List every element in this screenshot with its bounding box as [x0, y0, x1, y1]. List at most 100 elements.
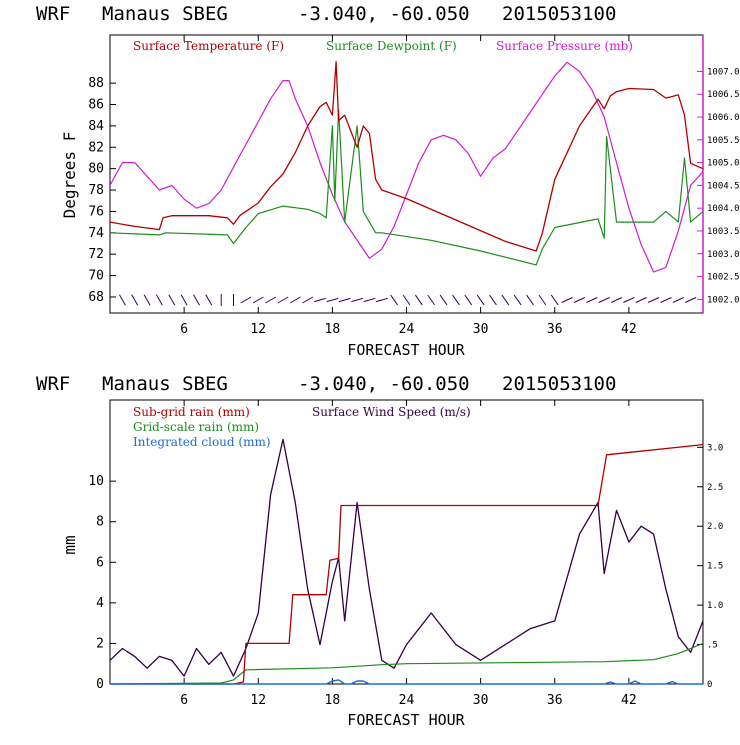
- panel2-y-tick-label: 6: [96, 555, 104, 570]
- wind-barb: [326, 297, 339, 303]
- wind-barb: [586, 297, 598, 303]
- panel1-legend: Surface Temperature (F) Surface Dewpoint…: [133, 39, 633, 53]
- legend-temperature: Surface Temperature (F): [133, 39, 284, 53]
- wind-barb: [351, 297, 364, 303]
- panel1-y2-tick-label: 1003.0: [707, 250, 740, 260]
- panel1-ylabel: Degrees F: [60, 132, 79, 219]
- wind-barb: [684, 297, 697, 303]
- panel1-y-tick-label: 84: [88, 119, 104, 134]
- panel2-legend: Sub-grid rain (mm) Grid-scale rain (mm) …: [133, 405, 471, 449]
- panel2-x-tick-label: 36: [547, 693, 563, 708]
- panel2-series: [109, 438, 704, 685]
- panel2-ylabel: mm: [60, 535, 79, 554]
- legend-dewpoint: Surface Dewpoint (F): [326, 39, 457, 53]
- panel1-x-ticks: 6 12 18 24 30 36 42: [180, 35, 637, 337]
- panel2-y-tick-label: 8: [96, 515, 104, 530]
- wind-barb: [302, 296, 314, 304]
- legend-pressure: Surface Pressure (mb): [496, 39, 633, 53]
- panel1-y2-tick-label: 1004.5: [707, 181, 740, 191]
- wind-barb: [623, 297, 635, 303]
- panel1-x-tick-label: 12: [250, 322, 266, 337]
- wind-barb: [538, 294, 547, 306]
- gridscale-rain-series-line: [109, 642, 704, 685]
- panel2-coords: -3.040, -60.050: [298, 373, 470, 395]
- panel1-y-tick-label: 86: [88, 98, 104, 113]
- wind-barb: [635, 297, 647, 303]
- wind-barb: [452, 294, 460, 306]
- panel2-y2-tick-label: .5: [707, 641, 718, 651]
- panel1-y2-ticks: 1002.0 1002.5 1003.0 1003.5 1004.0 1004.5 1005…: [697, 67, 740, 305]
- wind-speed-series-line: [109, 438, 704, 677]
- panel2-x-ticks: 6 12 18 24 30 36 42: [180, 400, 637, 708]
- panel2-model: WRF: [36, 373, 70, 395]
- panel2-station: Manaus SBEG: [102, 373, 228, 395]
- panel1-y-ticks: 68 70 72 74 76 78 80 82 84 86 88: [88, 76, 116, 305]
- legend-wind-speed: Surface Wind Speed (m/s): [312, 405, 471, 419]
- wind-barb: [338, 297, 351, 303]
- panel2-x-tick-label: 12: [250, 693, 266, 708]
- panel1-y-tick-label: 74: [88, 226, 104, 241]
- panel1-x-tick-label: 42: [621, 322, 637, 337]
- panel2-y-ticks: 0 2 4 6 8 10: [88, 474, 116, 692]
- panel2-y2-ticks: 0 .5 1.0 1.5 2.0 2.5 3.0: [697, 443, 723, 690]
- panel1-coords: -3.040, -60.050: [298, 3, 470, 25]
- panel1-x-tick-label: 30: [473, 322, 489, 337]
- panel1-y2-tick-label: 1005.5: [707, 136, 740, 146]
- panel2-y2-tick-label: 1.0: [707, 601, 723, 611]
- wind-barb: [205, 294, 213, 306]
- wind-barb: [118, 294, 126, 306]
- wind-barb: [439, 294, 448, 306]
- wind-barb: [464, 294, 473, 306]
- panel1-y-tick-label: 88: [88, 76, 104, 91]
- panel2-x-tick-label: 24: [399, 693, 415, 708]
- wind-barb: [277, 296, 289, 304]
- wind-barb: [265, 296, 277, 304]
- wind-barb: [660, 297, 672, 303]
- wind-barb: [598, 297, 610, 303]
- panel1-wind-barbs: [118, 294, 697, 306]
- panel1-y-tick-label: 72: [88, 247, 104, 262]
- wind-barb: [375, 297, 388, 303]
- panel1-model: WRF: [36, 3, 70, 25]
- wind-barb: [672, 297, 684, 303]
- panel1-y2-tick-label: 1007.0: [707, 67, 740, 77]
- wind-barb: [610, 297, 623, 303]
- wind-barb: [550, 294, 559, 306]
- panel2-header: WRF Manaus SBEG -3.040, -60.050 20150531…: [36, 373, 616, 395]
- wind-barb: [513, 294, 522, 306]
- panel2-date: 2015053100: [502, 373, 616, 395]
- wind-barb: [476, 294, 485, 306]
- panel1-y2-tick-label: 1006.0: [707, 113, 740, 123]
- panel2-y-tick-label: 4: [96, 596, 104, 611]
- panel2-x-tick-label: 42: [621, 693, 637, 708]
- panel2-y2-tick-label: 2.5: [707, 483, 723, 493]
- panel1-date: 2015053100: [502, 3, 616, 25]
- panel2-x-tick-label: 18: [325, 693, 341, 708]
- temperature-series-line: [109, 61, 704, 252]
- panel1-x-tick-label: 6: [180, 322, 188, 337]
- wind-barb: [561, 297, 573, 303]
- pressure-series-line: [109, 61, 704, 273]
- subgrid-rain-series-line: [110, 443, 704, 685]
- wind-barb: [402, 294, 411, 306]
- wind-barb: [289, 296, 301, 304]
- panel2-y-tick-label: 10: [88, 474, 104, 489]
- panel1-y-tick-label: 68: [88, 290, 104, 305]
- panel1-y-tick-label: 70: [88, 269, 104, 284]
- wind-barb: [155, 294, 163, 306]
- panel2-x-tick-label: 6: [180, 693, 188, 708]
- panel1-y2-tick-label: 1002.5: [707, 273, 740, 283]
- panel1-header: WRF Manaus SBEG -3.040, -60.050 20150531…: [36, 3, 616, 25]
- wind-barb: [363, 297, 376, 303]
- wind-barb: [143, 294, 151, 306]
- panel1-x-tick-label: 36: [547, 322, 563, 337]
- panel2-y-tick-label: 2: [96, 636, 104, 651]
- wind-barb: [414, 294, 423, 306]
- legend-integrated-cloud: Integrated cloud (mm): [133, 435, 271, 449]
- panel2-y-tick-label: 0: [96, 677, 104, 692]
- panel2-y2-tick-label: 2.0: [707, 522, 723, 532]
- wind-barb: [501, 294, 510, 306]
- wind-barb: [193, 294, 200, 306]
